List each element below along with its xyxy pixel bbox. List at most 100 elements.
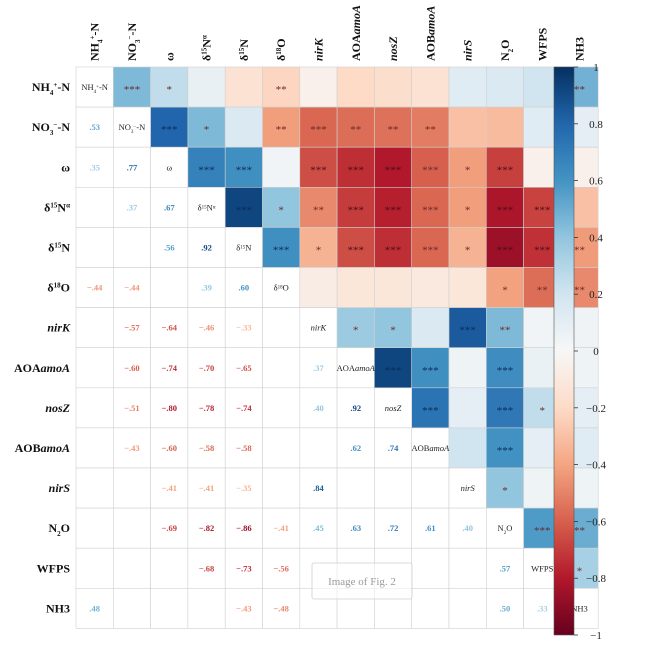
heatmap-cell [187, 587, 226, 629]
significance-stars: *** [236, 204, 253, 216]
heatmap-cell [411, 467, 450, 509]
correlation-value: .74 [388, 443, 399, 453]
correlation-value: .50 [500, 603, 511, 613]
diagonal-label: nirS [461, 483, 476, 493]
heatmap-cell [299, 66, 338, 108]
heatmap-cell [187, 106, 226, 148]
row-label-n2o: N2O [48, 521, 70, 538]
heatmap-cell [150, 427, 189, 469]
significance-stars: *** [310, 164, 327, 176]
correlation-value: .40 [462, 523, 473, 533]
heatmap-cell [224, 106, 263, 148]
significance-stars: *** [497, 365, 514, 377]
correlation-value: −.58 [199, 443, 214, 453]
colorbar-tick-label: 0.4 [589, 232, 603, 244]
heatmap-cell [187, 547, 226, 589]
correlation-value: −.82 [199, 523, 214, 533]
correlation-value: .62 [350, 443, 361, 453]
heatmap-cell [374, 467, 412, 509]
column-label-15n: δ15N [237, 39, 251, 61]
heatmap-cell [262, 227, 301, 268]
heatmap-cell [448, 66, 487, 108]
significance-stars: *** [497, 244, 514, 256]
heatmap-cell [187, 387, 226, 429]
row-label-nh4-n: NH4+-N [32, 80, 70, 97]
heatmap-cell [485, 547, 524, 589]
significance-stars: *** [161, 124, 178, 136]
heatmap-cell [150, 547, 189, 589]
colorbar-tick-label: −0.8 [586, 573, 606, 585]
heatmap-cell [187, 507, 226, 549]
diagonal-label: NH3 [571, 603, 588, 613]
heatmap-cell [113, 587, 151, 629]
heatmap-cell [374, 507, 412, 549]
colorbar-tick-label: −1 [590, 630, 602, 642]
significance-stars: ** [499, 325, 510, 337]
heatmap-cell [411, 347, 450, 389]
diagonal-label: N2O [498, 523, 513, 536]
heatmap-cell [262, 587, 301, 629]
heatmap-cell [150, 66, 189, 108]
significance-stars: * [204, 124, 210, 136]
diagonal-label: ω [166, 162, 172, 172]
significance-stars: ** [388, 124, 399, 136]
correlation-value: −.33 [236, 323, 251, 333]
significance-stars: ** [537, 285, 548, 297]
heatmap-cell [336, 267, 375, 308]
diagonal-label: nirK [311, 323, 328, 333]
heatmap-cell [262, 467, 301, 509]
heatmap-cell [336, 507, 375, 549]
heatmap-cell [75, 587, 114, 629]
heatmap-cell [411, 227, 450, 268]
diagonal-label: WFPS [531, 563, 553, 573]
diagonal-label: AOAamoA [337, 363, 376, 373]
significance-stars: * [465, 204, 471, 216]
significance-stars: ** [313, 204, 324, 216]
heatmap-cell [262, 347, 301, 389]
heatmap-cell [150, 467, 189, 509]
significance-stars: ** [425, 124, 436, 136]
heatmap-cell [113, 547, 151, 589]
row-label-aobamoa: AOBamoA [15, 441, 70, 455]
heatmap-cell [75, 267, 114, 308]
significance-stars: *** [534, 204, 551, 216]
correlation-value: .67 [164, 202, 175, 212]
heatmap-cell [336, 66, 375, 108]
heatmap-cell [187, 467, 226, 509]
heatmap-cell [150, 387, 189, 429]
heatmap-cell [113, 307, 151, 349]
correlation-value: −.51 [124, 403, 139, 413]
heatmap-cell [75, 387, 114, 429]
significance-stars: ** [276, 124, 287, 136]
significance-stars: *** [348, 244, 365, 256]
colorbar-tick-label: 0.6 [589, 176, 603, 188]
correlation-value: −.69 [162, 523, 177, 533]
heatmap-cell [187, 66, 226, 108]
significance-stars: *** [534, 244, 551, 256]
heatmap-cell [336, 307, 375, 349]
significance-stars: * [278, 204, 284, 216]
significance-stars: ** [574, 285, 585, 297]
heatmap-cell [150, 267, 189, 308]
colorbar-tick-label: 0.8 [589, 119, 603, 131]
significance-stars: *** [385, 204, 402, 216]
significance-stars: * [465, 164, 471, 176]
heatmap-cell [448, 507, 487, 549]
correlation-value: −.78 [199, 403, 214, 413]
diagonal-label: AOBamoA [411, 443, 450, 453]
heatmap-cell [485, 387, 524, 429]
heatmap-cell [374, 267, 412, 308]
correlation-value: −.80 [162, 403, 177, 413]
heatmap-cell [224, 267, 263, 308]
heatmap-cell [448, 547, 487, 589]
heatmap-cell [187, 307, 226, 349]
heatmap-cell [374, 387, 412, 429]
heatmap-cell [262, 307, 301, 349]
significance-stars: *** [198, 164, 215, 176]
correlation-value: −.41 [273, 523, 288, 533]
heatmap-cell [485, 227, 524, 268]
correlation-value: −.74 [236, 403, 252, 413]
correlation-value: −.56 [273, 563, 288, 573]
correlation-value: .40 [313, 403, 324, 413]
